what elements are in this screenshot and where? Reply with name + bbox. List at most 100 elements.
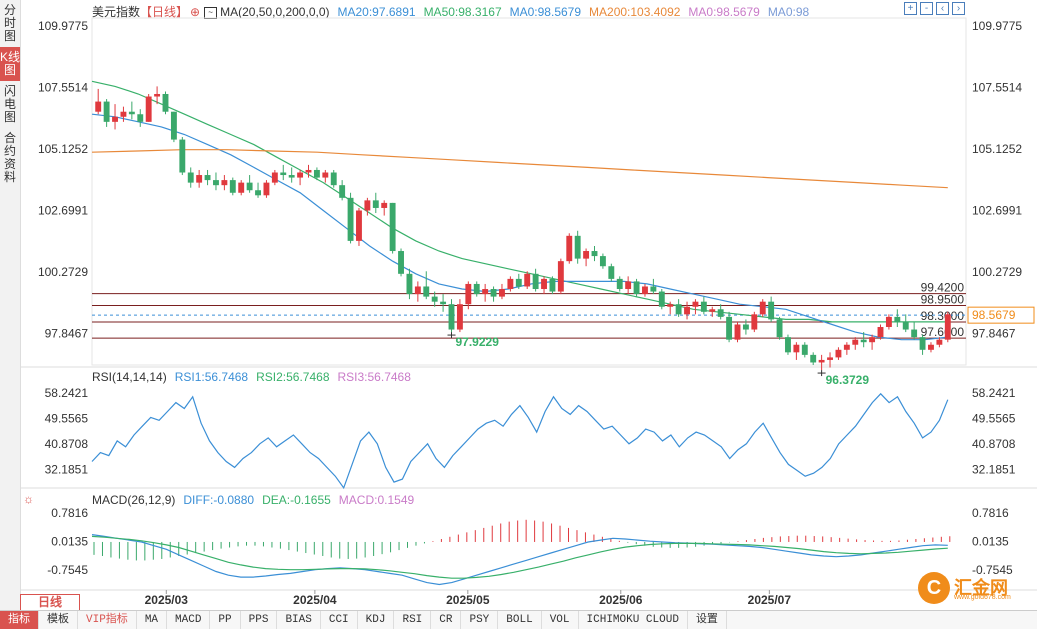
tab-9[interactable]: KDJ	[358, 611, 395, 629]
candle-body	[179, 139, 186, 173]
macd-y-tick-right: 0.7816	[972, 506, 1009, 520]
ma50-value: MA50:98.3167	[423, 5, 502, 19]
add-icon[interactable]: ⊕	[190, 5, 201, 19]
candle-body	[936, 339, 943, 345]
tab-3[interactable]: MA	[137, 611, 168, 629]
candle-body	[776, 319, 783, 338]
candle-body	[608, 266, 615, 279]
ma200-line	[91, 149, 948, 189]
tab-11[interactable]: CR	[431, 611, 462, 629]
candle-body	[229, 180, 236, 193]
candle-body	[658, 291, 665, 307]
tab-5[interactable]: PP	[210, 611, 241, 629]
candle-body	[869, 337, 876, 343]
candle-body	[574, 235, 581, 259]
macd-y-tick-right: 0.0135	[972, 534, 1009, 548]
brand-logo: C 汇金网 www.gold678.com	[918, 572, 1011, 604]
scroll-right-button[interactable]: ›	[952, 2, 965, 15]
low-annotation: 97.9229	[456, 335, 500, 349]
sidebar-item-timeshare[interactable]: 分时图	[3, 3, 16, 43]
rsi-line	[91, 392, 949, 490]
x-tick: 2025/07	[748, 593, 792, 607]
ref-line-label: 99.4200	[921, 281, 965, 295]
candle-body	[482, 289, 489, 295]
instrument-title: 美元指数	[92, 5, 141, 19]
ref-line-label: 98.3000	[921, 309, 965, 323]
tab-13[interactable]: BOLL	[498, 611, 542, 629]
tab-6[interactable]: PPS	[241, 611, 278, 629]
candle-body	[599, 256, 606, 267]
candle-body	[793, 344, 800, 353]
candle-body	[465, 283, 472, 305]
ma0-value-b: MA0:98.5679	[688, 5, 760, 19]
candle-body	[928, 344, 934, 350]
candle-body	[944, 314, 951, 340]
indicator-tabbar: 指标 模板 VIP指标 MA MACD PP PPS BIAS CCI KDJ RSI CR PSY BO…	[0, 610, 1037, 629]
tab-0[interactable]: 指标	[0, 611, 39, 629]
tab-1[interactable]: 模板	[39, 611, 78, 629]
logo-icon: C	[918, 572, 950, 604]
tab-8[interactable]: CCI	[321, 611, 358, 629]
candle-body	[591, 251, 598, 257]
candle-body	[524, 273, 531, 287]
candle-body	[633, 281, 640, 295]
tab-15[interactable]: ICHIMOKU CLOUD	[579, 611, 688, 629]
ma20-value: MA20:97.6891	[337, 5, 416, 19]
rsi-y-tick-left: 49.5565	[45, 412, 89, 426]
candle-body	[263, 182, 270, 196]
scroll-left-button[interactable]: ‹	[936, 2, 949, 15]
x-tick: 2025/04	[293, 593, 337, 607]
candle-body	[557, 261, 564, 292]
period-label[interactable]: 【日线】	[140, 5, 189, 19]
ma0-value-c: MA0:98	[767, 5, 810, 19]
candle-body	[423, 286, 430, 297]
tab-7[interactable]: BIAS	[277, 611, 321, 629]
candle-body	[330, 172, 337, 186]
period-button[interactable]: 日线	[20, 594, 80, 611]
rsi-y-tick-right: 58.2421	[972, 386, 1016, 400]
diff-value: DIFF:-0.0880	[183, 493, 255, 507]
dea-line	[91, 535, 948, 579]
sidebar-item-flash[interactable]: 闪电图	[3, 84, 16, 124]
ref-line-label: 97.6600	[921, 325, 965, 339]
y-tick-right: 102.6991	[972, 204, 1022, 218]
candle-body	[566, 235, 573, 262]
candle-body	[347, 197, 354, 241]
y-tick-left: 102.6991	[38, 204, 88, 218]
sidebar-item-contract-info[interactable]: 合约资料	[3, 131, 16, 184]
candle-body	[103, 101, 110, 122]
sidebar-item-kline[interactable]: K线图	[0, 47, 20, 81]
y-tick-left: 105.1252	[38, 142, 88, 156]
candle-body	[137, 114, 144, 122]
x-tick: 2025/05	[446, 593, 490, 607]
rsi3-value: RSI3:56.7468	[337, 370, 411, 384]
tab-4[interactable]: MACD	[167, 611, 211, 629]
candle-body	[255, 190, 261, 196]
candle-body	[221, 180, 228, 186]
macd-y-tick-left: 0.0135	[51, 534, 88, 548]
candle-body	[170, 111, 177, 140]
rsi-y-tick-left: 58.2421	[45, 386, 89, 400]
y-tick-right: 107.5514	[972, 81, 1022, 95]
candle-body	[297, 172, 304, 178]
tab-12[interactable]: PSY	[461, 611, 499, 629]
candle-body	[919, 337, 926, 350]
candle-body	[280, 172, 287, 176]
tab-14[interactable]: VOL	[542, 611, 579, 629]
ma0-value-a: MA0:98.5679	[509, 5, 582, 19]
macd-settings-icon[interactable]: ☼	[23, 492, 34, 506]
candle-body	[364, 200, 371, 211]
zoom-out-button[interactable]: -	[920, 2, 933, 15]
candle-body	[448, 304, 455, 330]
tab-16[interactable]: 设置	[688, 611, 727, 629]
candle-body	[759, 301, 766, 315]
candle-body	[95, 101, 102, 112]
chart-svg: 109.9775 109.9775 107.5514 107.5514 105.1252…	[20, 17, 1037, 607]
candle-body	[642, 286, 648, 295]
zoom-in-button[interactable]: +	[904, 2, 917, 15]
tab-2[interactable]: VIP指标	[78, 611, 137, 629]
candle-body	[431, 296, 438, 302]
tab-10[interactable]: RSI	[394, 611, 432, 629]
candle-body	[507, 278, 514, 290]
candle-body	[911, 329, 918, 338]
